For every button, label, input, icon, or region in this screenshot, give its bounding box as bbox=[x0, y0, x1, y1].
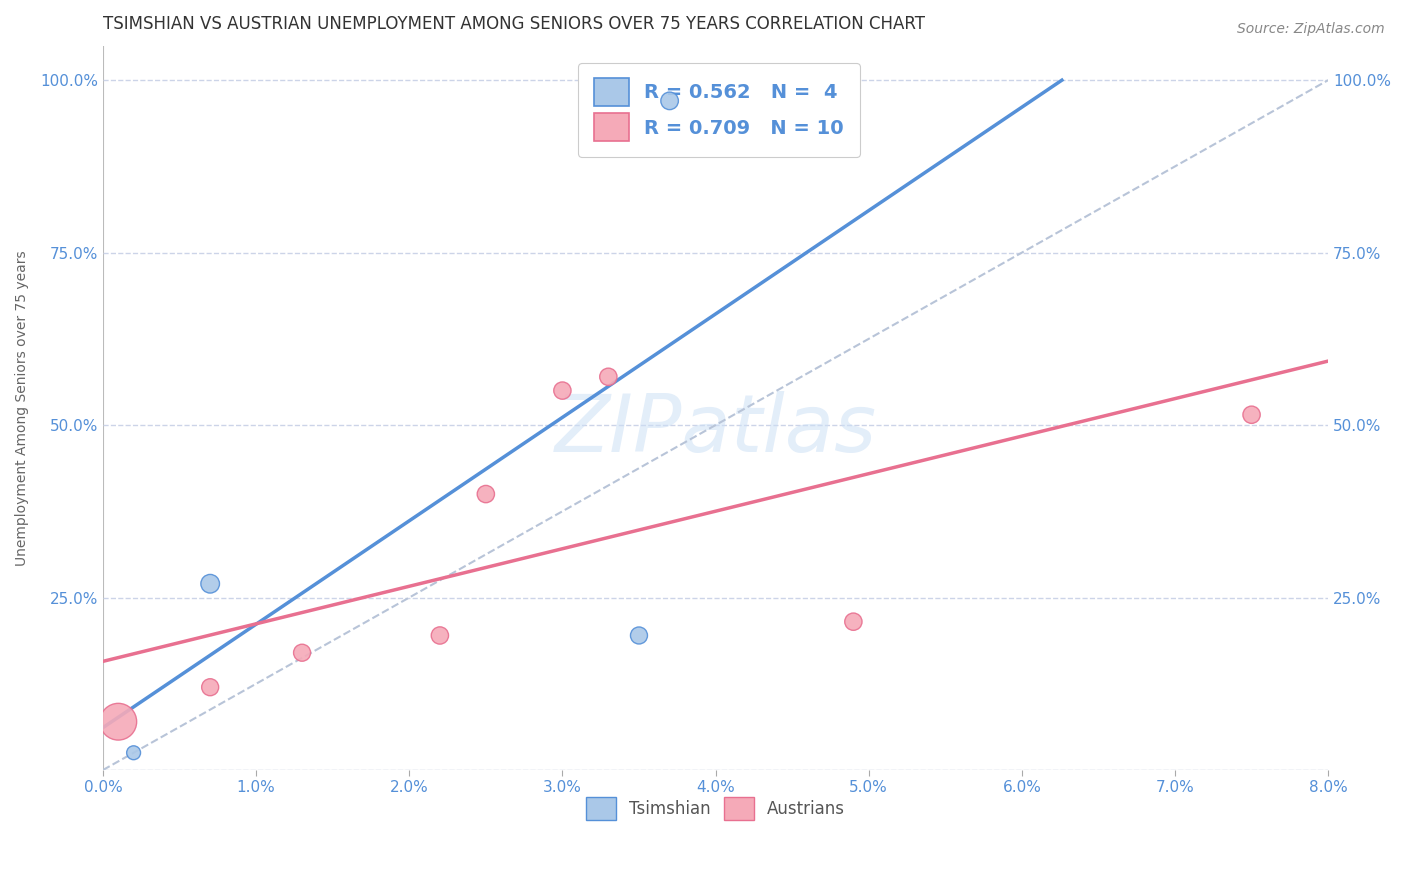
Text: TSIMSHIAN VS AUSTRIAN UNEMPLOYMENT AMONG SENIORS OVER 75 YEARS CORRELATION CHART: TSIMSHIAN VS AUSTRIAN UNEMPLOYMENT AMONG… bbox=[103, 15, 925, 33]
Point bbox=[475, 487, 498, 501]
Text: Source: ZipAtlas.com: Source: ZipAtlas.com bbox=[1237, 22, 1385, 37]
Point bbox=[598, 369, 620, 384]
Legend: Tsimshian, Austrians: Tsimshian, Austrians bbox=[579, 790, 852, 827]
Point bbox=[198, 576, 221, 591]
Point bbox=[429, 628, 451, 642]
Point bbox=[551, 384, 574, 398]
Point bbox=[198, 680, 221, 694]
Point bbox=[627, 628, 650, 642]
Point bbox=[1240, 408, 1263, 422]
Y-axis label: Unemployment Among Seniors over 75 years: Unemployment Among Seniors over 75 years bbox=[15, 250, 30, 566]
Point bbox=[107, 714, 129, 729]
Point bbox=[291, 646, 314, 660]
Point bbox=[658, 94, 681, 108]
Point bbox=[842, 615, 865, 629]
Text: ZIPatlas: ZIPatlas bbox=[554, 391, 876, 468]
Point bbox=[122, 746, 145, 760]
